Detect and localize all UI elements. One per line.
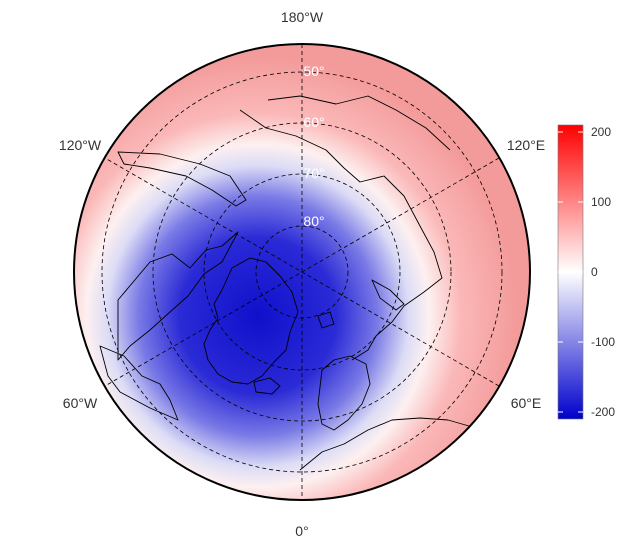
colorbar: 200 100 0 -100 -200 — [557, 124, 615, 420]
scandinavia-coastline — [317, 355, 371, 431]
colorbar-tick-label: 100 — [591, 195, 611, 209]
siberia-coastline — [239, 109, 443, 361]
colorbar-tick-label: -100 — [591, 335, 615, 349]
greenland-coastline — [203, 257, 299, 385]
lat-label-80: 80° — [303, 213, 324, 229]
lon-label-upper-left: 120°W — [59, 137, 102, 153]
lon-label-bottom: 0° — [295, 523, 308, 539]
lon-label-lower-left: 60°W — [63, 395, 98, 411]
colorbar-tick-label: 0 — [591, 265, 598, 279]
colorbar-tick-label: -200 — [591, 405, 615, 419]
north-america-coastline — [99, 345, 179, 421]
graticule — [101, 44, 503, 500]
colorbar-ticks: 200 100 0 -100 -200 — [558, 125, 615, 419]
novaya-zemlya-coastline — [371, 279, 405, 311]
map-boundary — [73, 43, 531, 501]
meridian-120e-60w — [104, 157, 500, 387]
map-disk — [73, 43, 531, 501]
lat-label-50: 50° — [303, 63, 324, 79]
iceland-coastline — [253, 377, 281, 395]
lon-label-upper-right: 120°E — [507, 137, 545, 153]
lon-label-top: 180°W — [281, 9, 324, 25]
chukotka-coastline — [267, 95, 451, 151]
lon-label-lower-right: 60°E — [511, 395, 542, 411]
svalbard-coastline — [317, 311, 335, 329]
coastlines — [99, 95, 497, 471]
europe-coastline — [299, 417, 497, 471]
lat-label-70: 70° — [303, 165, 324, 181]
latitude-circle-70 — [203, 173, 401, 371]
latitude-circle-50 — [101, 71, 503, 473]
lat-label-60: 60° — [303, 114, 324, 130]
colorbar-tick-label: 200 — [591, 125, 611, 139]
canadian-archipelago-coastline — [117, 231, 239, 361]
alaska-coastline — [117, 151, 247, 207]
